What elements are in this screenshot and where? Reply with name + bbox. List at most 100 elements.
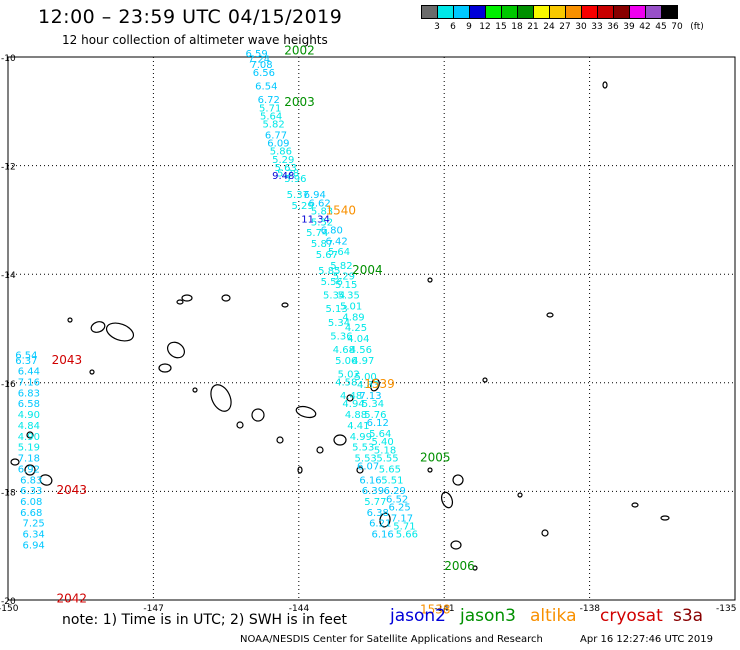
- wave-height-label: 7.25: [23, 519, 45, 530]
- wave-height-label: 5.06: [335, 356, 357, 367]
- wave-height-label: 6.68: [20, 508, 42, 519]
- wave-height-label: 5.56: [321, 277, 343, 288]
- wave-height-label: 11.34: [301, 215, 330, 226]
- wave-height-label: 7.08: [250, 60, 272, 71]
- wave-height-label: 4.58: [335, 378, 357, 389]
- wave-height-label: 9.48: [272, 171, 294, 182]
- wave-height-label: 6.07: [357, 462, 379, 473]
- wave-height-label: 5.85: [318, 266, 340, 277]
- wave-height-label: 6.72: [258, 95, 280, 106]
- wave-height-label: 6.80: [321, 225, 343, 236]
- island-outline: [67, 317, 73, 323]
- island-outline: [276, 436, 284, 444]
- island-outline: [316, 446, 324, 454]
- wave-height-label: 5.67: [316, 250, 338, 261]
- wave-height-label: 4.97: [352, 356, 374, 367]
- wave-height-label: 6.08: [20, 497, 42, 508]
- y-tick-label: -16: [1, 380, 16, 390]
- wave-height-label: 6.58: [18, 399, 40, 410]
- island-outline: [427, 277, 433, 283]
- satellite-cryosat: cryosat: [600, 606, 663, 626]
- wave-height-label: 5.29: [333, 272, 355, 283]
- colorbar-label: 45: [655, 22, 667, 32]
- pass-time-label: 2006: [444, 559, 475, 573]
- wave-height-label: 5.63: [275, 163, 297, 174]
- pass-time-label: 2004: [352, 263, 383, 277]
- wave-height-label: 5.34: [328, 318, 350, 329]
- wave-height-label: 5.51: [381, 475, 403, 486]
- wave-height-label: 5.64: [260, 111, 282, 122]
- wave-height-label: 7.18: [18, 454, 40, 465]
- wave-height-label: 5.40: [372, 437, 394, 448]
- y-tick-label: -14: [1, 271, 16, 281]
- island-outline: [236, 421, 244, 429]
- colorbar-label: 30: [575, 22, 587, 32]
- island-outline: [39, 474, 53, 486]
- pass-time-label: 1539: [364, 377, 395, 391]
- colorbar-label: 24: [543, 22, 555, 32]
- wave-height-label: 5.83: [311, 206, 333, 217]
- wave-height-label: 5.29: [292, 201, 314, 212]
- credit-line: NOAA/NESDIS Center for Satellite Applica…: [240, 634, 543, 645]
- x-tick-label: -135: [716, 604, 736, 614]
- wave-height-label: 7.17: [391, 513, 413, 524]
- colorbar-label: 15: [495, 22, 507, 32]
- wave-height-label: 6.34: [23, 530, 45, 541]
- colorbar-label: 18: [511, 22, 523, 32]
- wave-height-label: 4.90: [18, 432, 40, 443]
- satellite-s3a: s3a: [673, 606, 704, 626]
- wave-height-label: 4.84: [18, 421, 40, 432]
- island-outline: [602, 81, 608, 89]
- generated-timestamp: Apr 16 12:27:46 UTC 2019: [580, 634, 713, 645]
- y-tick-label: -20: [1, 597, 16, 607]
- wave-height-label: 5.53: [355, 454, 377, 465]
- wave-height-label: 7.13: [359, 391, 381, 402]
- wave-height-label: 4.88: [345, 410, 367, 421]
- wave-height-label: 6.77: [265, 130, 287, 141]
- wave-height-label: 6.33: [20, 486, 42, 497]
- wave-height-label: 5.53: [352, 443, 374, 454]
- island-outline: [105, 322, 135, 342]
- wave-height-label: 6.39: [362, 486, 384, 497]
- wave-height-label: 6.37: [15, 356, 37, 367]
- island-outline: [660, 515, 670, 521]
- wave-height-label: 6.42: [325, 236, 347, 247]
- island-outline: [517, 492, 523, 498]
- wave-height-label: 6.54: [255, 82, 277, 93]
- island-outline: [450, 540, 462, 550]
- satellite-jason3: jason3: [460, 606, 516, 626]
- wave-height-label: 4.94: [342, 399, 364, 410]
- island-outline: [297, 466, 303, 474]
- island-outline: [370, 378, 380, 392]
- island-outline: [90, 321, 106, 333]
- island-outline: [346, 394, 354, 402]
- pass-time-label: 1538: [420, 603, 451, 617]
- island-outline: [89, 369, 95, 375]
- wave-height-label: 5.64: [369, 429, 391, 440]
- figure-title: 12:00 – 23:59 UTC 04/15/2019: [38, 6, 343, 28]
- wave-height-label: 6.83: [20, 475, 42, 486]
- wave-height-label: 5.71: [259, 103, 281, 114]
- wave-height-label: 5.15: [335, 280, 357, 291]
- wave-height-label: 5.65: [379, 464, 401, 475]
- wave-height-label: 5.36: [330, 331, 352, 342]
- wave-height-label: 7.24: [248, 54, 270, 65]
- wave-height-label: 5.64: [328, 247, 350, 258]
- island-outline: [210, 384, 232, 412]
- wave-height-label: 4.41: [347, 421, 369, 432]
- wave-height-label: 5.18: [374, 445, 396, 456]
- figure-subtitle: 12 hour collection of altimeter wave hei…: [62, 33, 328, 47]
- colorbar-label: 12: [479, 22, 491, 32]
- wave-height-label: 5.35: [338, 291, 360, 302]
- island-outline: [181, 294, 193, 302]
- wave-height-label: 5.34: [323, 291, 345, 302]
- wave-height-label: 5.28: [277, 168, 299, 179]
- island-outline: [333, 434, 347, 446]
- y-tick-label: -12: [1, 163, 16, 173]
- satellite-jason2: jason2: [390, 606, 446, 626]
- wave-height-label: 4.48: [340, 391, 362, 402]
- wave-height-label: 5.76: [364, 410, 386, 421]
- wave-height-label: 4.68: [333, 345, 355, 356]
- wave-height-label: 5.19: [18, 443, 40, 454]
